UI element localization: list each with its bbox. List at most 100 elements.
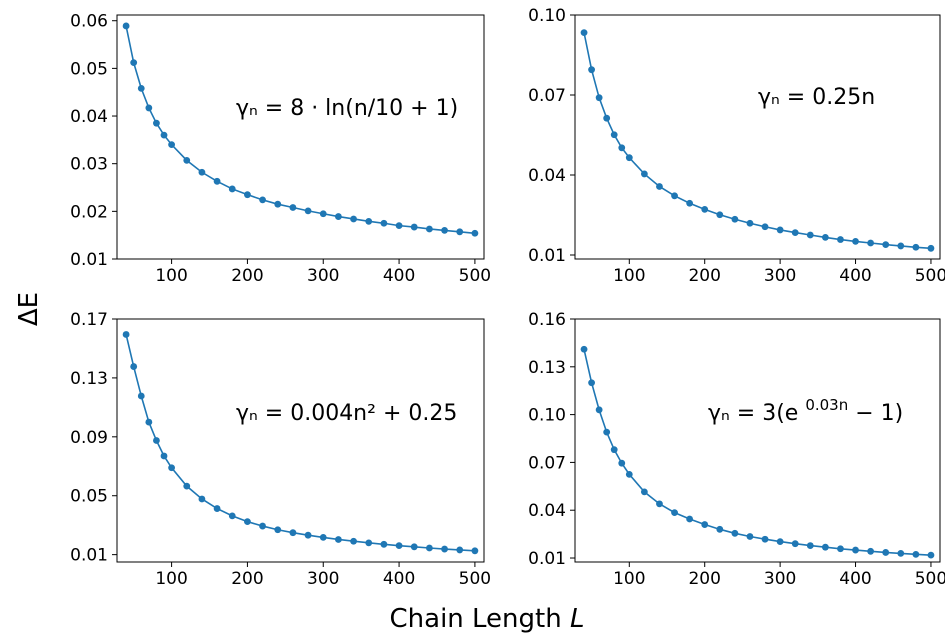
panel-4-annotation: γₙ = 3(e 0.03n − 1) xyxy=(708,391,903,426)
panel-4-x-tick-label: 200 xyxy=(688,569,720,589)
panel-4-x-tick-label: 500 xyxy=(915,569,945,589)
panel-1-y-tick-label: 0.02 xyxy=(70,202,108,222)
panel-2-plot: 100 200 300 400 500 0.01 0.04 0.07 0.10 xyxy=(528,6,945,286)
x-axis-label: Chain Length L xyxy=(390,604,585,633)
panel-3-x-tick-label: 300 xyxy=(307,569,339,589)
panel-2-data-point xyxy=(671,192,678,200)
panel-4-data-point xyxy=(776,538,784,546)
panel-2-x-tick-label: 200 xyxy=(688,266,720,286)
panel-2-data-point xyxy=(610,131,618,139)
panel-2-data-point xyxy=(595,94,603,102)
panel-1-frame xyxy=(116,14,485,260)
panel-1-y-tick-label: 0.06 xyxy=(70,12,108,32)
panel-1-data-point xyxy=(198,168,206,176)
panel-2-x-tick-label: 400 xyxy=(839,266,871,286)
panel-2-y-tick-label: 0.10 xyxy=(528,6,566,26)
panel-1-data-point xyxy=(304,207,312,215)
panel-2-data-point xyxy=(625,154,633,162)
panel-4-annotation-main: γₙ = 3(e xyxy=(708,401,798,426)
panel-2-data-point xyxy=(701,206,709,213)
panel-3-x-tick-label: 500 xyxy=(459,569,491,589)
panel-2-y-tick-label: 0.07 xyxy=(528,86,566,106)
panel-3-y-tick-label: 0.09 xyxy=(70,428,108,448)
panel-1-data-point xyxy=(441,227,448,234)
panel-2-data-point xyxy=(716,211,724,219)
panel-3-y-tick-label: 0.17 xyxy=(70,310,108,330)
panel-4-data-point xyxy=(701,521,709,528)
panel-1-data-point xyxy=(410,223,418,231)
panel-4-data-point xyxy=(806,542,814,549)
panel-4-data-point xyxy=(625,470,633,478)
panel-3-data-point xyxy=(137,392,145,400)
panel-4-data-point xyxy=(852,546,859,554)
panel-1-series-line xyxy=(125,25,475,235)
panel-3-data-point xyxy=(395,542,403,550)
panel-4-data-point xyxy=(640,488,648,496)
panel-3-data-point xyxy=(168,464,175,472)
panel-1-data-point xyxy=(350,215,357,223)
panel-4-data-point xyxy=(671,509,678,517)
panel-4-data-point xyxy=(618,459,626,467)
panel-4-data-point xyxy=(761,535,769,543)
panel-4-y-tick-label: 0.04 xyxy=(528,501,566,521)
panel-1-annotation: γₙ = 8 · ln(n/10 + 1) xyxy=(236,96,458,121)
panel-3-data-point xyxy=(365,539,373,547)
panel-1-data-point xyxy=(130,59,138,67)
panel-4-x-tick-label: 100 xyxy=(613,569,645,589)
panel-1-data-point xyxy=(183,156,191,164)
panel-3-data-point xyxy=(319,534,327,541)
panel-3-data-point xyxy=(350,537,357,545)
panel-4-data-point xyxy=(603,428,611,436)
panel-2-data-point xyxy=(897,242,905,250)
panel-3-data-point xyxy=(213,505,221,512)
panel-1-data-point xyxy=(319,210,327,218)
panel-4-data-point xyxy=(837,545,844,553)
panel-4-data-point xyxy=(595,406,603,414)
panel-4-y-tick-label: 0.13 xyxy=(528,358,566,378)
panel-3-y-tick-label: 0.13 xyxy=(70,369,108,389)
panel-4-data-point xyxy=(927,551,935,559)
panel-3-data-point xyxy=(228,512,236,520)
panel-2-data-point xyxy=(882,241,890,249)
panel-4-data-point xyxy=(588,379,595,387)
panel-2-frame xyxy=(574,14,941,260)
panel-2-data-point xyxy=(746,219,754,227)
panel-3-x-tick-label: 400 xyxy=(383,569,415,589)
panel-3-data-point xyxy=(183,482,191,490)
panel-2-data-point xyxy=(603,114,611,122)
panel-1-data-point xyxy=(213,177,221,185)
panel-3-data-point xyxy=(153,437,160,444)
panel-3-data-point xyxy=(304,531,312,539)
panel-3-x-tick-label: 100 xyxy=(155,569,187,589)
panel-1-y-tick-label: 0.05 xyxy=(70,59,108,79)
panel-2-data-point xyxy=(912,243,920,251)
panel-3-data-point xyxy=(471,547,479,555)
panel-3-data-point xyxy=(335,536,342,543)
panel-3-frame xyxy=(116,318,485,563)
panel-2-data-point xyxy=(776,226,784,234)
panel-3-data-point xyxy=(122,331,130,338)
panel-4-y-tick-label: 0.07 xyxy=(528,453,566,473)
y-axis-label: ΔE xyxy=(14,292,44,326)
panel-4-x-tick-label: 300 xyxy=(764,569,796,589)
panel-1-y-tick-label: 0.01 xyxy=(70,250,108,270)
panel-3-data-point xyxy=(160,452,168,460)
panel-2-data-point xyxy=(791,229,799,237)
panel-4-data-point xyxy=(821,543,829,551)
panel-1-data-point xyxy=(145,104,153,112)
x-axis-label-text: Chain Length xyxy=(390,604,570,633)
panel-1-x-tick-label: 100 xyxy=(155,266,187,286)
panel-1-data-point xyxy=(380,219,388,227)
panel-2-data-point xyxy=(806,231,814,239)
panel-4-data-point xyxy=(716,525,724,533)
panel-1-data-point xyxy=(153,119,160,127)
panel-3-data-point xyxy=(259,522,266,530)
panel-1-data-point xyxy=(160,131,168,139)
chart-panel-3: 100 200 300 400 500 0.01 0.05 0.09 0.13 0.17 γₙ =… xyxy=(70,310,491,589)
panel-2-data-point xyxy=(867,239,875,247)
panel-1-data-point xyxy=(335,213,342,220)
panel-3-data-point xyxy=(441,545,448,553)
panel-2-data-point xyxy=(927,244,935,252)
panel-2-series-line xyxy=(583,32,932,250)
